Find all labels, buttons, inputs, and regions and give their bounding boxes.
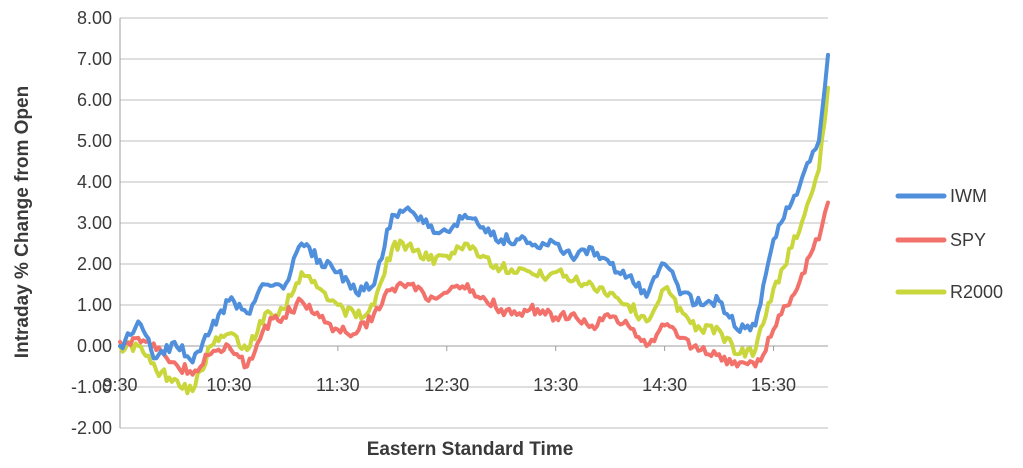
x-tick-label: 9:30 bbox=[102, 375, 137, 395]
y-tick-label: -1.00 bbox=[71, 377, 112, 397]
series-line-spy bbox=[118, 200, 830, 377]
y-tick-label: 8.00 bbox=[77, 8, 112, 28]
y-tick-label: -2.00 bbox=[71, 418, 112, 438]
x-tick-label: 15:30 bbox=[751, 375, 796, 395]
x-tick-label: 13:30 bbox=[533, 375, 578, 395]
series-line-iwm bbox=[118, 52, 830, 365]
legend-label-iwm: IWM bbox=[950, 186, 987, 206]
y-tick-label: 0.00 bbox=[77, 336, 112, 356]
y-tick-label: 2.00 bbox=[77, 254, 112, 274]
x-tick-label: 14:30 bbox=[642, 375, 687, 395]
series-line-r2000 bbox=[118, 85, 830, 396]
y-tick-label: 5.00 bbox=[77, 131, 112, 151]
legend-label-r2000: R2000 bbox=[950, 282, 1003, 302]
legend-label-spy: SPY bbox=[950, 230, 986, 250]
x-tick-label: 12:30 bbox=[424, 375, 469, 395]
y-tick-label: 1.00 bbox=[77, 295, 112, 315]
x-axis-title: Eastern Standard Time bbox=[367, 439, 574, 460]
y-tick-label: 4.00 bbox=[77, 172, 112, 192]
tick-labels: 8.00 7.00 6.00 5.00 4.00 3.00 2.00 1.00 0.00 -1.0… bbox=[71, 8, 796, 438]
gridlines bbox=[120, 17, 828, 429]
legend: IWM SPY R2000 bbox=[895, 186, 1003, 302]
series-lines bbox=[118, 52, 830, 396]
y-axis-title: Intraday % Change from Open bbox=[12, 86, 33, 358]
y-tick-label: 7.00 bbox=[77, 49, 112, 69]
x-tick-label: 10:30 bbox=[206, 375, 251, 395]
y-tick-label: 3.00 bbox=[77, 213, 112, 233]
x-tick-label: 11:30 bbox=[316, 375, 360, 395]
y-tick-label: 6.00 bbox=[77, 90, 112, 110]
